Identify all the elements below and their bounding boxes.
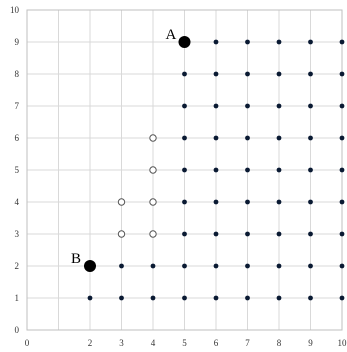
x-tick-label: 7 (245, 338, 250, 348)
y-tick-label: 4 (15, 197, 20, 207)
data-points (87, 39, 345, 301)
data-point (276, 295, 282, 301)
y-tick-label: 2 (15, 261, 20, 271)
data-point (276, 71, 282, 77)
data-point (150, 263, 156, 269)
data-point (308, 199, 313, 205)
data-point (245, 199, 250, 205)
x-axis-tick-labels: 0 2 3 4 5 6 7 8 9 10 (25, 338, 347, 348)
data-point (308, 103, 313, 109)
x-tick-label: 9 (308, 338, 313, 348)
y-tick-label: 9 (15, 37, 20, 47)
data-point (245, 135, 250, 141)
data-point (308, 231, 313, 237)
data-point (339, 135, 345, 141)
data-point (182, 167, 187, 173)
data-point (245, 103, 250, 109)
hollow-point (149, 166, 157, 174)
x-tick-label: 8 (277, 338, 282, 348)
data-point (276, 103, 282, 109)
data-point (339, 231, 345, 237)
y-tick-label: 1 (15, 293, 20, 303)
data-point (119, 295, 124, 301)
data-point (308, 167, 313, 173)
y-tick-label: 6 (15, 133, 20, 143)
x-tick-label: 3 (119, 338, 124, 348)
data-point (339, 263, 345, 269)
data-point (213, 231, 219, 237)
point-b-label: B (71, 251, 81, 267)
x-tick-label: 0 (25, 338, 30, 348)
data-point (182, 263, 187, 269)
y-tick-label: 10 (10, 5, 20, 15)
data-point (245, 295, 250, 301)
y-tick-label: 7 (15, 101, 20, 111)
hollow-point (117, 230, 126, 238)
data-point (245, 71, 250, 77)
data-point (339, 199, 345, 205)
data-point (308, 295, 313, 301)
point-labels: AB (71, 27, 191, 272)
x-tick-label: 5 (182, 338, 187, 348)
y-axis-tick-labels: 0 1 2 3 4 5 6 7 8 9 10 (10, 5, 20, 335)
point-a-label: A (166, 27, 177, 43)
data-point (182, 199, 187, 205)
data-point (276, 39, 282, 45)
data-point (339, 167, 345, 173)
data-point (339, 295, 345, 301)
data-point (245, 231, 250, 237)
data-point (213, 295, 219, 301)
hollow-point (117, 198, 126, 206)
data-point (308, 39, 313, 45)
data-point (87, 295, 93, 301)
data-point (276, 263, 282, 269)
data-point (182, 295, 187, 301)
data-point (213, 135, 219, 141)
data-point (213, 39, 219, 45)
data-point (213, 167, 219, 173)
data-point (276, 135, 282, 141)
data-point (245, 167, 250, 173)
data-point (308, 71, 313, 77)
data-point (213, 263, 219, 269)
x-tick-label: 6 (214, 338, 219, 348)
hollow-point (149, 134, 157, 142)
x-tick-label: 4 (151, 338, 156, 348)
data-point (339, 39, 345, 45)
data-point (213, 71, 219, 77)
data-point (213, 103, 219, 109)
data-point (308, 263, 313, 269)
data-point (150, 295, 156, 301)
data-point (339, 71, 345, 77)
data-point (245, 263, 250, 269)
data-point (182, 71, 187, 77)
y-tick-label: 3 (15, 229, 20, 239)
data-point (213, 199, 219, 205)
data-point (119, 263, 124, 269)
y-tick-label: 5 (15, 165, 20, 175)
data-point (308, 135, 313, 141)
hollow-point (149, 198, 157, 206)
point-a-marker (178, 36, 191, 48)
x-tick-label: 10 (338, 338, 347, 348)
data-point (182, 103, 187, 109)
x-tick-label: 2 (88, 338, 93, 348)
data-point (182, 135, 187, 141)
data-point (276, 231, 282, 237)
y-tick-label: 0 (15, 325, 20, 335)
data-point (276, 199, 282, 205)
data-point (276, 167, 282, 173)
data-point (182, 231, 187, 237)
data-point (245, 39, 250, 45)
data-point (339, 103, 345, 109)
point-b-marker (84, 260, 96, 272)
y-tick-label: 8 (15, 69, 20, 79)
hollow-point (149, 230, 157, 238)
